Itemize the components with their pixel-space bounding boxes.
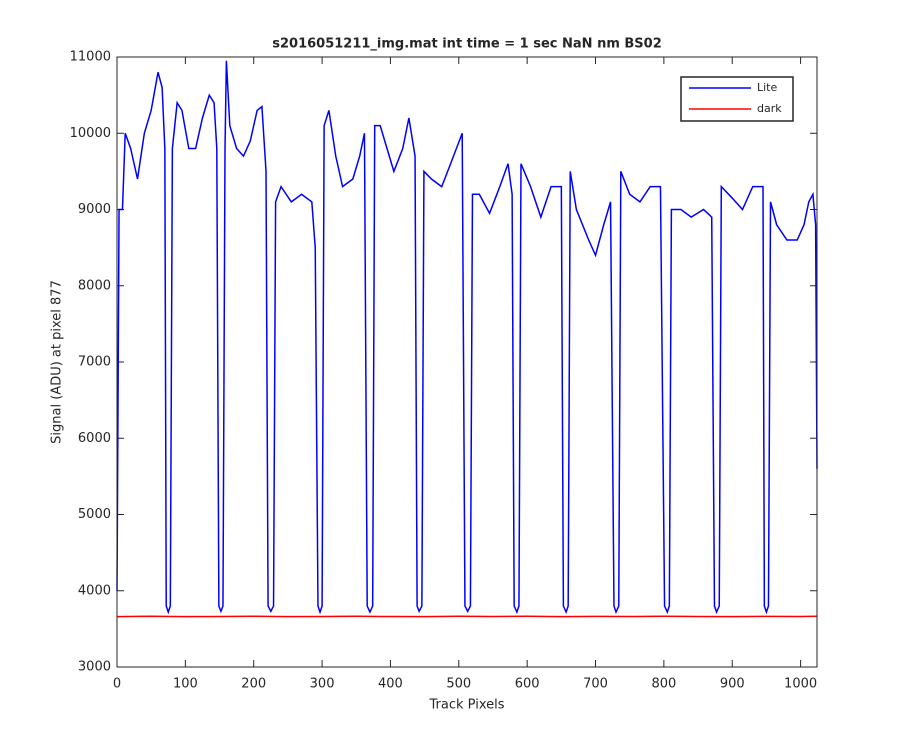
chart-title: s2016051211_img.mat int time = 1 sec NaN… — [272, 37, 662, 52]
legend-label: Lite — [757, 81, 777, 94]
x-tick-label: 700 — [583, 677, 608, 692]
legend-label: dark — [757, 102, 782, 115]
x-tick-label: 200 — [241, 677, 266, 692]
y-tick-label: 11000 — [70, 50, 111, 65]
x-tick-label: 300 — [310, 677, 335, 692]
y-tick-label: 6000 — [78, 431, 111, 446]
y-tick-label: 8000 — [78, 278, 111, 293]
y-tick-label: 5000 — [78, 507, 111, 522]
plot-area — [117, 57, 817, 667]
x-tick-label: 1000 — [784, 677, 817, 692]
y-tick-label: 9000 — [78, 202, 111, 217]
x-tick-label: 800 — [651, 677, 676, 692]
y-tick-label: 10000 — [70, 126, 111, 141]
x-tick-label: 900 — [720, 677, 745, 692]
series-line — [116, 60, 818, 615]
y-axis-label: Signal (ADU) at pixel 877 — [50, 280, 65, 444]
y-tick-label: 4000 — [78, 583, 111, 598]
x-tick-label: 500 — [446, 677, 471, 692]
y-tick-label: 3000 — [78, 660, 111, 675]
x-tick-label: 100 — [173, 677, 198, 692]
x-tick-label: 600 — [515, 677, 540, 692]
y-tick-label: 7000 — [78, 355, 111, 370]
x-tick-label: 400 — [378, 677, 403, 692]
legend-box — [680, 76, 794, 122]
x-axis-label: Track Pixels — [429, 698, 505, 713]
axes-box — [116, 56, 818, 668]
x-tick-label: 0 — [113, 677, 121, 692]
